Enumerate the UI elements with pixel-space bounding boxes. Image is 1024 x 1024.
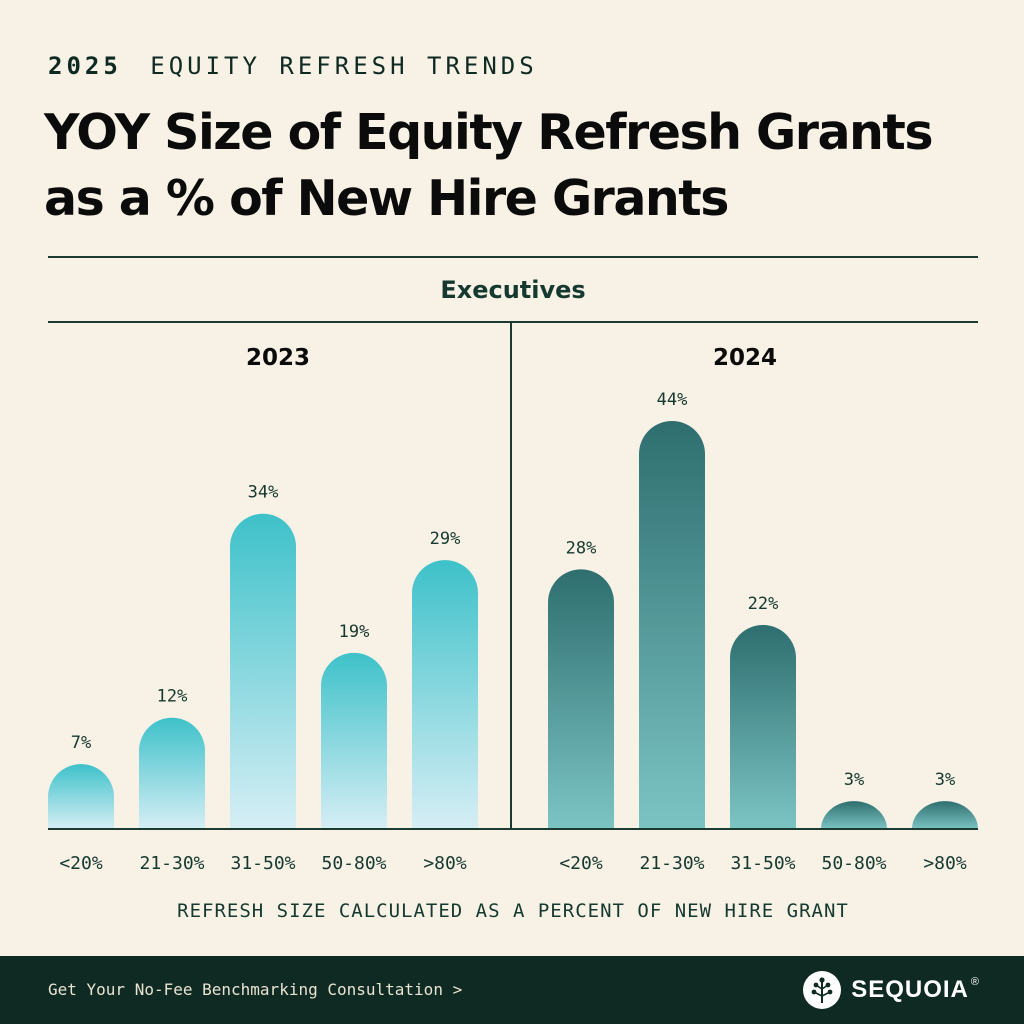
value-label-2023-1: 12% <box>157 687 188 707</box>
value-label-2024-2: 22% <box>748 594 779 614</box>
top-divider <box>48 256 978 258</box>
bar-2024-2 <box>730 625 796 829</box>
eyebrow: 2025 EQUITY REFRESH TRENDS <box>48 52 538 80</box>
bar-2024-1 <box>639 421 705 829</box>
value-label-2024-0: 28% <box>566 538 597 558</box>
brand-name: SEQUOIA <box>851 976 969 1003</box>
value-label-2024-3: 3% <box>844 770 864 790</box>
category-label-2023-2: 31-50% <box>230 853 295 874</box>
category-label-2023-3: 50-80% <box>321 853 386 874</box>
bar-2023-4 <box>412 560 478 829</box>
value-label-2023-3: 19% <box>339 622 370 642</box>
title-line-2: as a % of New Hire Grants <box>44 170 729 227</box>
category-label-2024-0: <20% <box>559 853 603 874</box>
category-label-2023-4: >80% <box>423 853 467 874</box>
tree-icon <box>803 971 842 1009</box>
panel-title-2024: 2024 <box>712 345 777 371</box>
page-title: YOY Size of Equity Refresh Grants as a %… <box>44 100 1014 232</box>
section-divider <box>48 321 978 323</box>
value-label-2023-2: 34% <box>248 483 279 503</box>
category-label-2024-3: 50-80% <box>821 853 886 874</box>
section-label: Executives <box>440 276 586 304</box>
bar-2023-2 <box>230 513 296 829</box>
bar-2023-1 <box>139 717 205 829</box>
bar-2023-0 <box>48 764 114 829</box>
bar-2024-0 <box>548 569 614 829</box>
category-label-2024-2: 31-50% <box>730 853 795 874</box>
footer-bar: Get Your No-Fee Benchmarking Consultatio… <box>0 956 1024 1024</box>
category-label-2024-4: >80% <box>923 853 967 874</box>
axis-footnote: REFRESH SIZE CALCULATED AS A PERCENT OF … <box>177 900 849 922</box>
bar-2024-3 <box>821 801 887 829</box>
value-label-2023-0: 7% <box>71 733 91 753</box>
value-label-2024-4: 3% <box>935 770 955 790</box>
title-line-1: YOY Size of Equity Refresh Grants <box>44 104 933 161</box>
category-label-2023-1: 21-30% <box>139 853 204 874</box>
registered-mark: ® <box>970 976 980 988</box>
bar-2024-4 <box>912 801 978 829</box>
panel-title-2023: 2023 <box>245 345 310 371</box>
category-label-2023-0: <20% <box>59 853 103 874</box>
bar-2023-3 <box>321 652 387 829</box>
value-label-2023-4: 29% <box>430 529 461 549</box>
sequoia-logo[interactable]: SEQUOIA ® <box>803 970 980 1010</box>
eyebrow-text: EQUITY REFRESH TRENDS <box>150 52 538 80</box>
consultation-link[interactable]: Get Your No-Fee Benchmarking Consultatio… <box>48 980 463 999</box>
value-label-2024-1: 44% <box>657 390 688 410</box>
equity-refresh-chart: 7% <20% 12% 21-30% 34% 31-50% 19% 50-80% 29% >80%… <box>48 322 978 874</box>
eyebrow-year: 2025 <box>48 52 122 80</box>
category-label-2024-1: 21-30% <box>639 853 704 874</box>
